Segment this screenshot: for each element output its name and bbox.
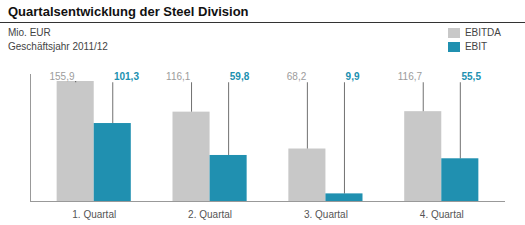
svg-text:3. Quartal: 3. Quartal [304,209,348,220]
svg-text:4. Quartal: 4. Quartal [420,209,464,220]
html-text:EBIT: EBIT [464,41,488,52]
html-text:Geschäftsjahr 2011/12: Geschäftsjahr 2011/12 [8,41,108,52]
svg-text:116,7: 116,7 [398,71,423,82]
html-text:EBITDA: EBITDA [464,27,501,38]
svg-text:9,9: 9,9 [346,71,360,82]
svg-text:68,2: 68,2 [287,71,307,82]
svg-text:1. Quartal: 1. Quartal [72,209,116,220]
svg-text:155,9: 155,9 [49,71,74,82]
html-text:Mio. EUR: Mio. EUR [8,27,51,38]
svg-text:116,1: 116,1 [166,71,191,82]
svg-text:101,3: 101,3 [114,71,139,82]
svg-text:2. Quartal: 2. Quartal [188,209,232,220]
html-text:Quartalsentwicklung der Steel: Quartalsentwicklung der Steel Division [8,4,249,19]
svg-text:55,5: 55,5 [461,71,481,82]
svg-text:59,8: 59,8 [230,71,250,82]
